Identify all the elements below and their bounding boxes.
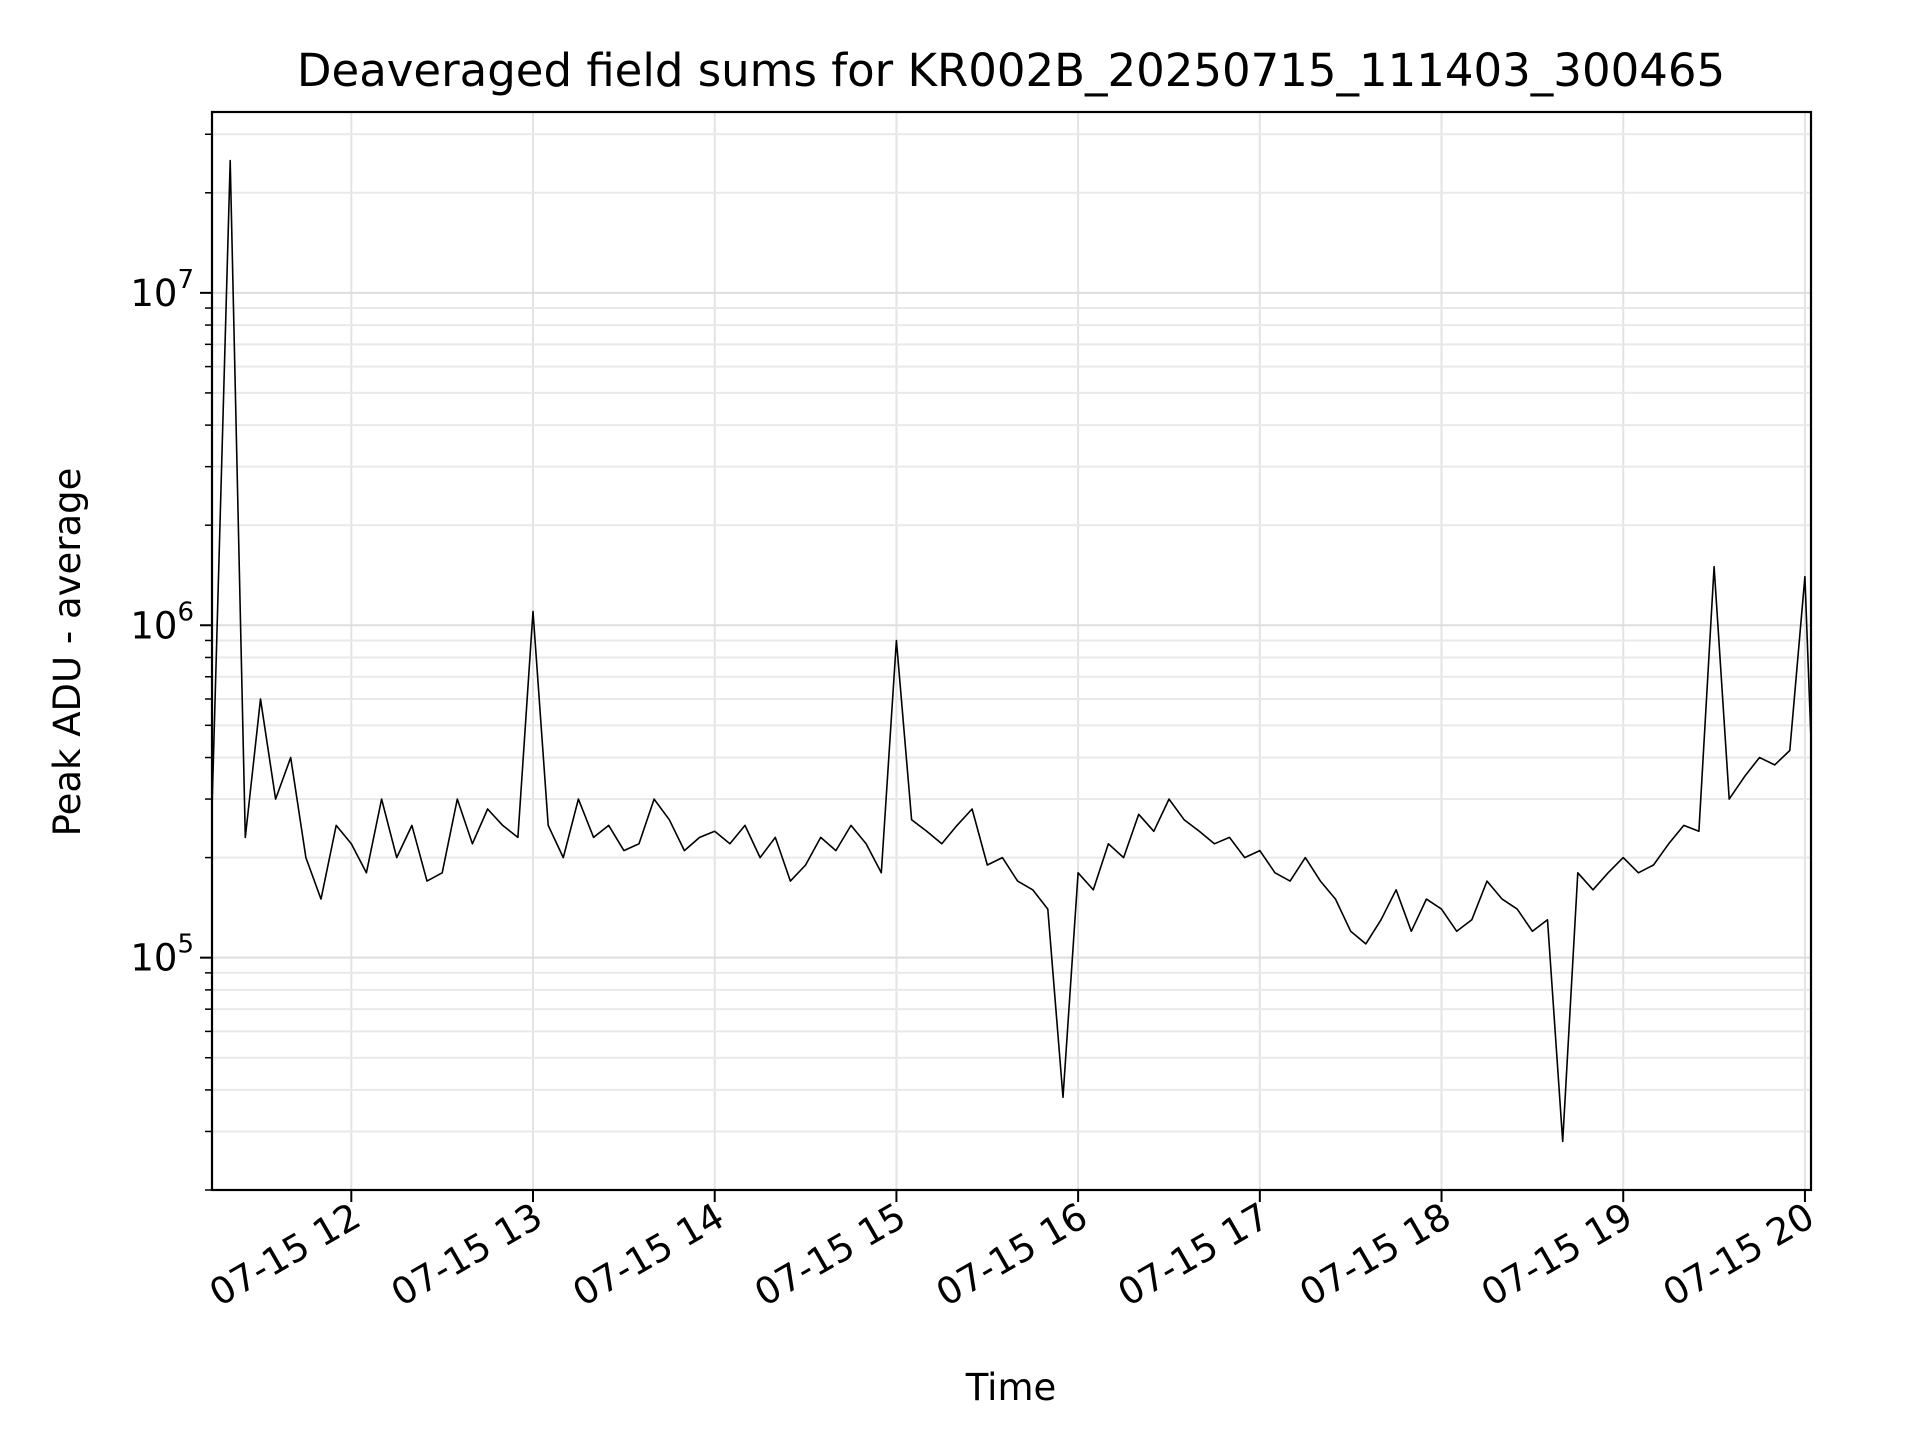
y-tick-exponent: 6 [177, 597, 194, 627]
series-line-0 [211, 159, 1812, 1143]
x-axis-label: Time [965, 1366, 1057, 1409]
y-tick-exponent: 5 [177, 930, 194, 960]
y-tick-base: 10 [130, 604, 177, 647]
y-tick-label: 105 [130, 930, 194, 980]
y-axis-label: Peak ADU - average [46, 468, 89, 837]
plot-frame [210, 110, 1813, 1192]
y-tick-label: 107 [130, 265, 194, 315]
y-tick-base: 10 [130, 937, 177, 980]
y-tick-base: 10 [130, 272, 177, 315]
chart-title: Deaveraged field sums for KR002B_2025071… [297, 44, 1725, 97]
y-tick-label: 106 [130, 597, 194, 647]
y-tick-exponent: 7 [177, 265, 194, 295]
series-layer [211, 159, 1812, 1143]
